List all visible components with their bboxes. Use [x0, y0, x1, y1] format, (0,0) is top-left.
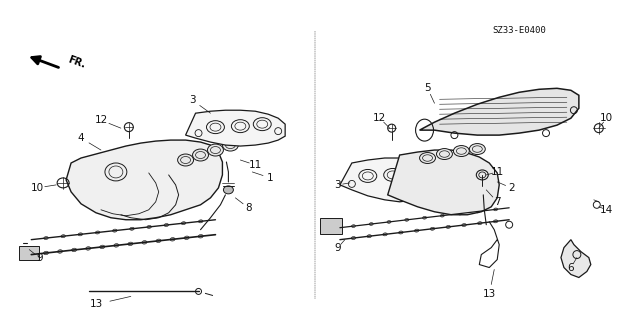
Ellipse shape	[114, 244, 119, 247]
Ellipse shape	[351, 236, 356, 240]
Ellipse shape	[462, 224, 467, 227]
Ellipse shape	[422, 216, 426, 219]
FancyBboxPatch shape	[320, 218, 342, 234]
Ellipse shape	[86, 247, 91, 250]
Ellipse shape	[369, 223, 373, 225]
Ellipse shape	[430, 227, 435, 230]
Text: 12: 12	[94, 115, 108, 125]
Ellipse shape	[178, 154, 193, 166]
Ellipse shape	[184, 236, 189, 240]
Polygon shape	[561, 240, 591, 277]
Polygon shape	[388, 150, 499, 215]
Ellipse shape	[493, 220, 498, 223]
Ellipse shape	[476, 210, 480, 213]
Ellipse shape	[156, 239, 161, 243]
Ellipse shape	[164, 224, 168, 227]
Text: 13: 13	[483, 289, 496, 300]
Ellipse shape	[58, 250, 63, 253]
Text: 3: 3	[335, 180, 341, 190]
Text: 9: 9	[335, 243, 341, 252]
Text: 12: 12	[373, 113, 387, 123]
Ellipse shape	[453, 146, 469, 156]
Ellipse shape	[440, 214, 444, 217]
Ellipse shape	[72, 248, 77, 252]
Polygon shape	[186, 110, 285, 146]
Ellipse shape	[367, 235, 371, 238]
Text: 11: 11	[249, 160, 262, 170]
Polygon shape	[340, 158, 442, 202]
Text: 10: 10	[600, 113, 613, 123]
Text: FR.: FR.	[66, 55, 86, 70]
Text: 11: 11	[491, 167, 504, 177]
Ellipse shape	[193, 149, 209, 161]
Ellipse shape	[420, 153, 435, 164]
Text: SZ33-E0400: SZ33-E0400	[492, 26, 546, 35]
Ellipse shape	[142, 241, 147, 244]
Ellipse shape	[383, 233, 387, 236]
Ellipse shape	[387, 220, 391, 223]
Text: 4: 4	[77, 133, 84, 143]
Ellipse shape	[100, 245, 105, 249]
Text: 6: 6	[568, 262, 574, 273]
Ellipse shape	[477, 186, 487, 194]
Ellipse shape	[44, 236, 48, 240]
Polygon shape	[420, 88, 579, 135]
Ellipse shape	[399, 231, 403, 234]
Ellipse shape	[469, 144, 485, 155]
Ellipse shape	[436, 148, 452, 159]
Ellipse shape	[130, 227, 134, 230]
Ellipse shape	[404, 219, 409, 221]
Text: 14: 14	[600, 205, 613, 215]
Ellipse shape	[477, 222, 482, 225]
Text: 13: 13	[90, 300, 102, 309]
Text: 8: 8	[245, 203, 252, 213]
Ellipse shape	[446, 225, 451, 228]
Ellipse shape	[198, 220, 203, 223]
Ellipse shape	[170, 237, 175, 241]
Text: 10: 10	[31, 183, 44, 193]
Ellipse shape	[207, 144, 223, 156]
Ellipse shape	[128, 242, 133, 246]
Ellipse shape	[44, 251, 49, 255]
Ellipse shape	[95, 231, 100, 234]
Ellipse shape	[351, 225, 355, 228]
Ellipse shape	[181, 222, 186, 225]
Ellipse shape	[61, 235, 65, 238]
Ellipse shape	[113, 229, 117, 232]
Text: 1: 1	[267, 173, 273, 183]
Text: 7: 7	[494, 197, 500, 207]
Text: 9: 9	[36, 252, 42, 263]
Ellipse shape	[493, 208, 498, 211]
Ellipse shape	[147, 225, 152, 228]
Text: 2: 2	[508, 183, 515, 193]
Ellipse shape	[458, 212, 462, 215]
Ellipse shape	[415, 229, 419, 232]
Polygon shape	[66, 140, 223, 220]
Ellipse shape	[223, 139, 238, 151]
Ellipse shape	[223, 186, 234, 194]
Text: 5: 5	[424, 83, 431, 93]
Text: 3: 3	[189, 95, 196, 105]
Ellipse shape	[78, 233, 83, 236]
FancyBboxPatch shape	[19, 246, 39, 260]
Ellipse shape	[198, 235, 203, 238]
